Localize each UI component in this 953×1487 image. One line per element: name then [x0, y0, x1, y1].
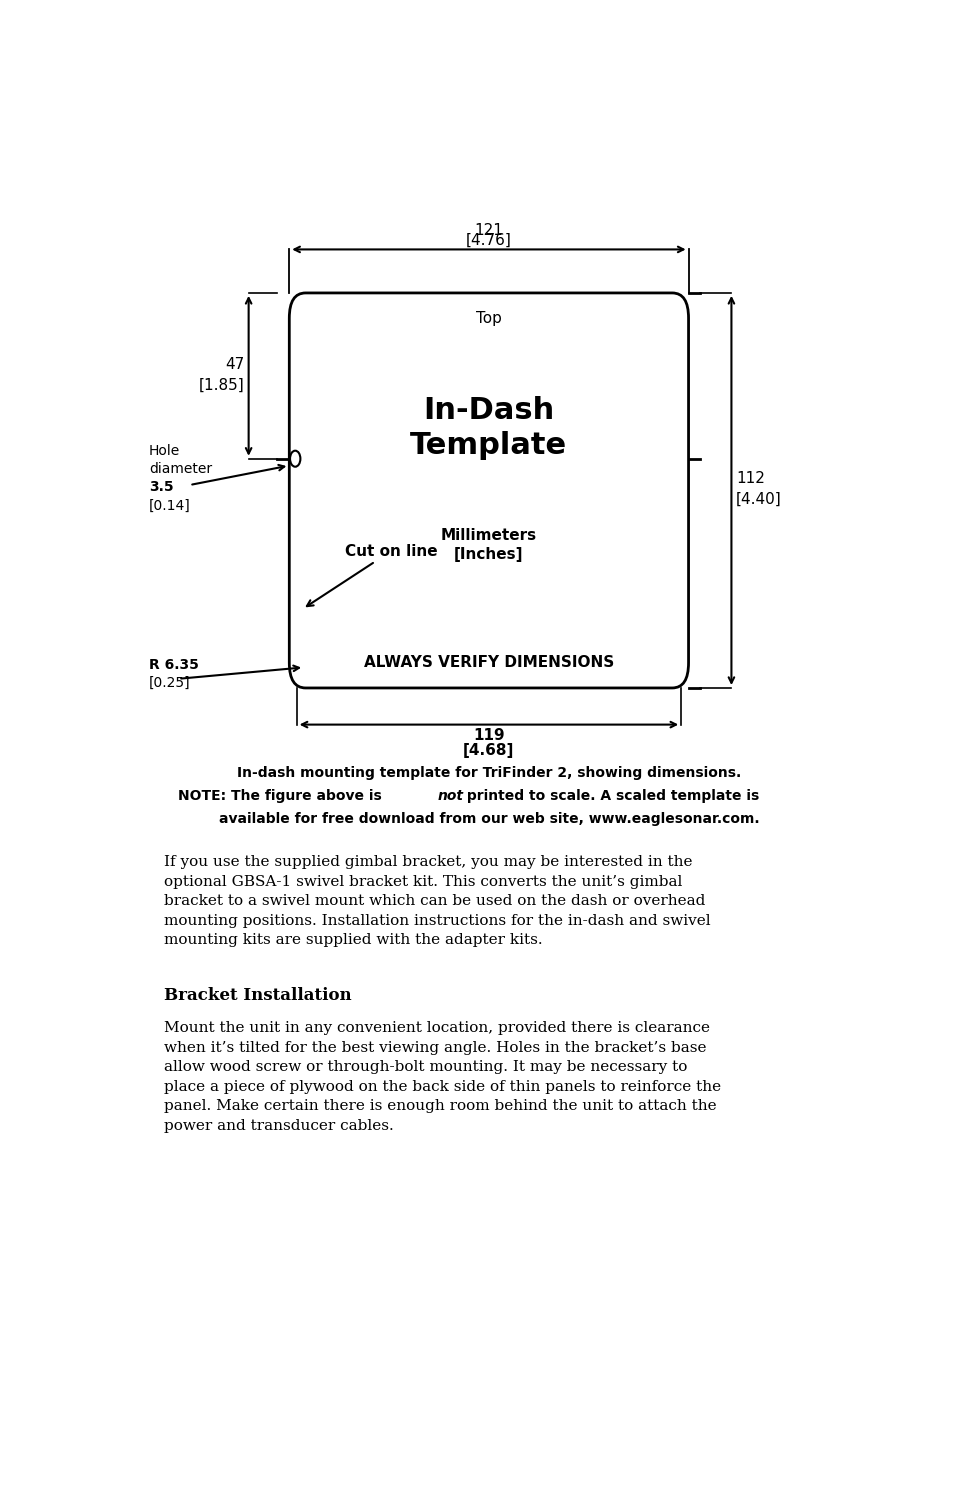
- Text: [4.40]: [4.40]: [735, 492, 781, 507]
- FancyBboxPatch shape: [289, 293, 688, 688]
- Text: R 6.35: R 6.35: [149, 657, 198, 672]
- Text: [1.85]: [1.85]: [199, 378, 245, 393]
- Text: 47: 47: [226, 357, 245, 372]
- Text: Hole: Hole: [149, 443, 180, 458]
- Text: available for free download from our web site, www.eaglesonar.com.: available for free download from our web…: [218, 812, 759, 825]
- Text: Mount the unit in any convenient location, provided there is clearance
when it’s: Mount the unit in any convenient locatio…: [164, 1022, 720, 1133]
- Text: 121: 121: [474, 223, 503, 238]
- Text: [4.76]: [4.76]: [465, 233, 512, 248]
- Text: Bracket Installation: Bracket Installation: [164, 987, 351, 1004]
- Text: In-dash mounting template for TriFinder 2, showing dimensions.: In-dash mounting template for TriFinder …: [236, 766, 740, 779]
- Text: [0.25]: [0.25]: [149, 677, 191, 690]
- Text: If you use the supplied gimbal bracket, you may be interested in the
optional GB: If you use the supplied gimbal bracket, …: [164, 855, 709, 947]
- Text: Cut on line: Cut on line: [307, 544, 436, 607]
- Text: not: not: [436, 788, 463, 803]
- Text: [Inches]: [Inches]: [454, 547, 523, 562]
- Text: diameter: diameter: [149, 462, 212, 476]
- Text: 3.5: 3.5: [149, 480, 173, 494]
- Text: Millimeters: Millimeters: [440, 528, 537, 543]
- Text: printed to scale. A scaled template is: printed to scale. A scaled template is: [461, 788, 758, 803]
- Text: Top: Top: [476, 311, 501, 326]
- Text: [0.14]: [0.14]: [149, 498, 191, 513]
- Text: 112: 112: [735, 471, 764, 486]
- Text: [4.68]: [4.68]: [463, 744, 514, 758]
- Text: NOTE: The figure above is: NOTE: The figure above is: [178, 788, 387, 803]
- Text: 119: 119: [473, 729, 504, 744]
- Text: In-Dash
Template: In-Dash Template: [410, 396, 567, 459]
- Text: ALWAYS VERIFY DIMENSIONS: ALWAYS VERIFY DIMENSIONS: [363, 656, 614, 671]
